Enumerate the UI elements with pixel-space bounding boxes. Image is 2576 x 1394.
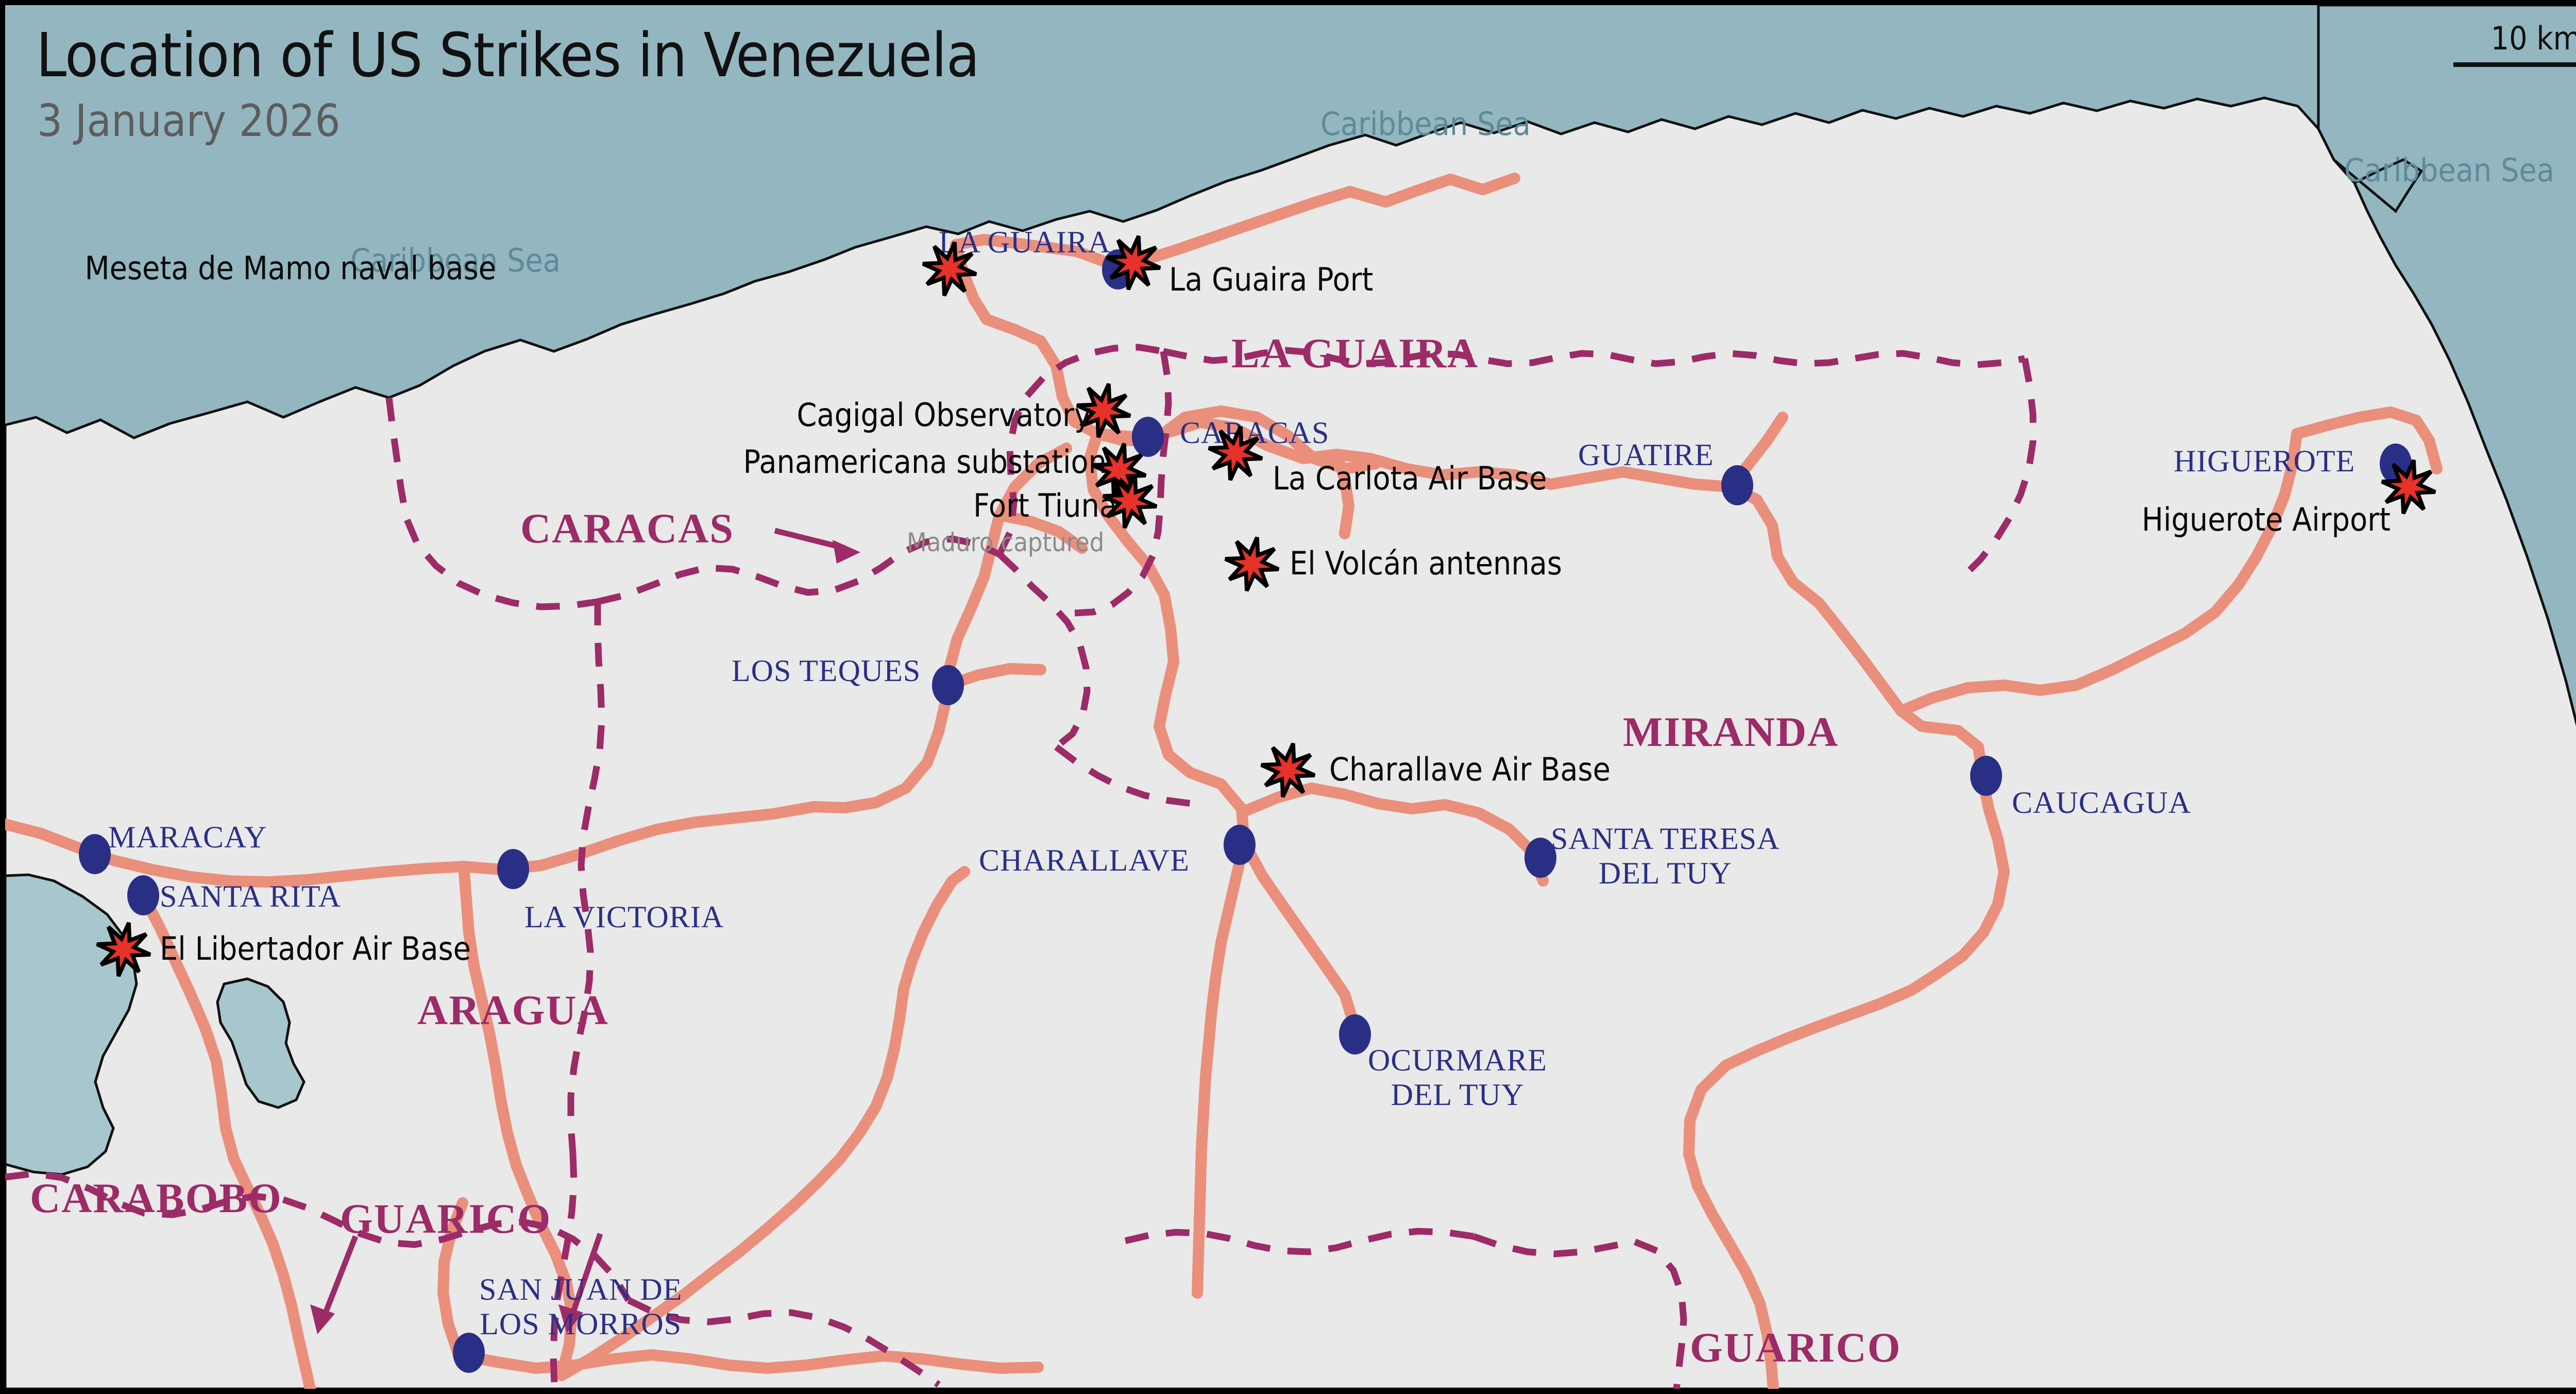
- city-label-charallave: CHARALLAVE: [979, 845, 1190, 876]
- city-marker-caracas[interactable]: [1132, 417, 1164, 457]
- city-label-line: SANTA RITA: [160, 879, 342, 913]
- city-marker-ocurmare-del-tuy[interactable]: [1339, 1014, 1371, 1055]
- strike-marker-el-volc-n-antennas[interactable]: [1224, 536, 1280, 592]
- city-marker-guatire[interactable]: [1721, 465, 1753, 505]
- annotation-maduro-captured: Maduro captured: [907, 528, 1105, 557]
- city-marker-maracay[interactable]: [79, 834, 111, 874]
- page-title: Location of US Strikes in Venezuela: [36, 20, 980, 91]
- state-label-miranda-2: MIRANDA: [1623, 708, 1839, 755]
- city-label-line: CHARALLAVE: [979, 843, 1190, 877]
- city-label-line: LA GUAIRA: [939, 225, 1111, 259]
- city-marker-santa-rita[interactable]: [127, 875, 159, 915]
- scale-bar-label: 10 km: [2490, 20, 2576, 57]
- page-subtitle: 3 January 2026: [37, 95, 341, 147]
- state-label-carabobo-4: CARABOBO: [30, 1175, 282, 1221]
- state-label-guarico-5: GUARICO: [340, 1195, 552, 1242]
- city-marker-san-juan-de-los-morros[interactable]: [453, 1333, 485, 1373]
- sea-label-caribbean-1: Caribbean Sea: [1320, 105, 1531, 143]
- city-label-line: SANTA TERESA: [1551, 822, 1780, 856]
- sea-label-caribbean-2: Caribbean Sea: [2344, 151, 2554, 189]
- road-network: [5, 173, 2443, 1389]
- city-label-line: DEL TUY: [1391, 1078, 1524, 1112]
- city-label-line: GUATIRE: [1578, 438, 1714, 472]
- strike-marker-meseta-de-mamo-naval-base[interactable]: [921, 241, 978, 297]
- sea-label-caribbean-0: Caribbean Sea: [350, 242, 561, 279]
- state-label-aragua-3: ARAGUA: [417, 987, 609, 1033]
- city-label-line: CAUCAGUA: [2012, 786, 2192, 820]
- city-label-line: LOS MORROS: [480, 1307, 682, 1341]
- city-label-santa-teresa-del-tuy: SANTA TERESA DEL TUY: [1551, 822, 1780, 891]
- strike-marker-la-guaira-port[interactable]: [1105, 234, 1162, 291]
- city-label-line: SAN JUAN DE: [479, 1272, 683, 1306]
- city-marker-la-victoria[interactable]: [497, 849, 529, 889]
- strike-marker-higuerote-airport[interactable]: [2380, 458, 2437, 515]
- higuerote-bay: [2317, 5, 2576, 727]
- city-label-line: OCURMARE: [1368, 1043, 1548, 1077]
- city-label-la-victoria: LA VICTORIA: [524, 902, 724, 932]
- city-marker-caucagua[interactable]: [1970, 756, 2002, 796]
- strike-label-el-volc-n-antennas: El Volcán antennas: [1290, 545, 1562, 582]
- strike-label-la-carlota-air-base: La Carlota Air Base: [1273, 460, 1547, 497]
- city-label-san-juan-de-los-morros: SAN JUAN DE LOS MORROS: [479, 1272, 682, 1341]
- strike-label-panamericana-substation: Panamericana substation: [743, 443, 1107, 481]
- scale-bar: 10 km: [2453, 20, 2576, 67]
- map-canvas[interactable]: Location of US Strikes in Venezuela 3 Ja…: [5, 5, 2576, 1389]
- strike-label-fort-tiuna: Fort Tiuna: [973, 487, 1117, 524]
- strike-label-cagigal-observatory: Cagigal Observatory: [796, 396, 1091, 434]
- state-label-caracas-1: CARACAS: [520, 505, 734, 552]
- strike-marker-el-libertador-air-base[interactable]: [95, 921, 152, 978]
- state-label-guarico-6: GUARICO: [1690, 1324, 1902, 1371]
- strike-label-el-libertador-air-base: El Libertador Air Base: [160, 930, 471, 967]
- strike-label-higuerote-airport: Higuerote Airport: [2141, 501, 2391, 538]
- city-label-line: LA VICTORIA: [524, 900, 724, 934]
- city-label-higuerote: HIGUEROTE: [2174, 446, 2355, 477]
- state-boundaries: [5, 344, 2037, 1389]
- strike-marker-cagigal-observatory[interactable]: [1075, 382, 1132, 439]
- city-label-line: LOS TEQUES: [732, 654, 921, 688]
- city-marker-santa-teresa-del-tuy[interactable]: [1524, 838, 1556, 878]
- city-label-guatire: GUATIRE: [1578, 439, 1714, 470]
- strike-label-la-guaira-port: La Guaira Port: [1169, 261, 1374, 298]
- strike-label-meseta-de-mamo-naval-base: Meseta de Mamo naval base: [84, 249, 496, 287]
- city-label-ocurmare-del-tuy: OCURMARE DEL TUY: [1368, 1043, 1547, 1112]
- strike-marker-charallave-air-base[interactable]: [1260, 742, 1316, 798]
- city-label-line: DEL TUY: [1598, 856, 1732, 891]
- city-label-los-teques: LOS TEQUES: [732, 655, 921, 686]
- lagoon-small: [216, 977, 306, 1109]
- scale-bar-line: [2453, 62, 2576, 67]
- city-label-caucagua: CAUCAGUA: [2012, 787, 2191, 818]
- lake-valencia: [5, 873, 138, 1176]
- city-label-maracay: MARACAY: [108, 822, 267, 853]
- strike-marker-la-carlota-air-base[interactable]: [1207, 425, 1264, 482]
- city-marker-los-teques[interactable]: [932, 665, 964, 705]
- strike-label-charallave-air-base: Charallave Air Base: [1329, 751, 1611, 788]
- city-label-line: MARACAY: [108, 820, 267, 854]
- city-label-la-guaira: LA GUAIRA: [939, 227, 1111, 258]
- city-label-line: HIGUEROTE: [2174, 444, 2355, 478]
- state-pointer-arrows: [310, 528, 860, 1334]
- map-geography-layer: [5, 5, 2576, 1389]
- city-label-santa-rita: SANTA RITA: [160, 881, 341, 912]
- strike-marker-fort-tiuna[interactable]: [1101, 473, 1158, 530]
- state-label-la-guaira-0: LA GUAIRA: [1231, 330, 1479, 377]
- city-marker-charallave[interactable]: [1224, 825, 1256, 865]
